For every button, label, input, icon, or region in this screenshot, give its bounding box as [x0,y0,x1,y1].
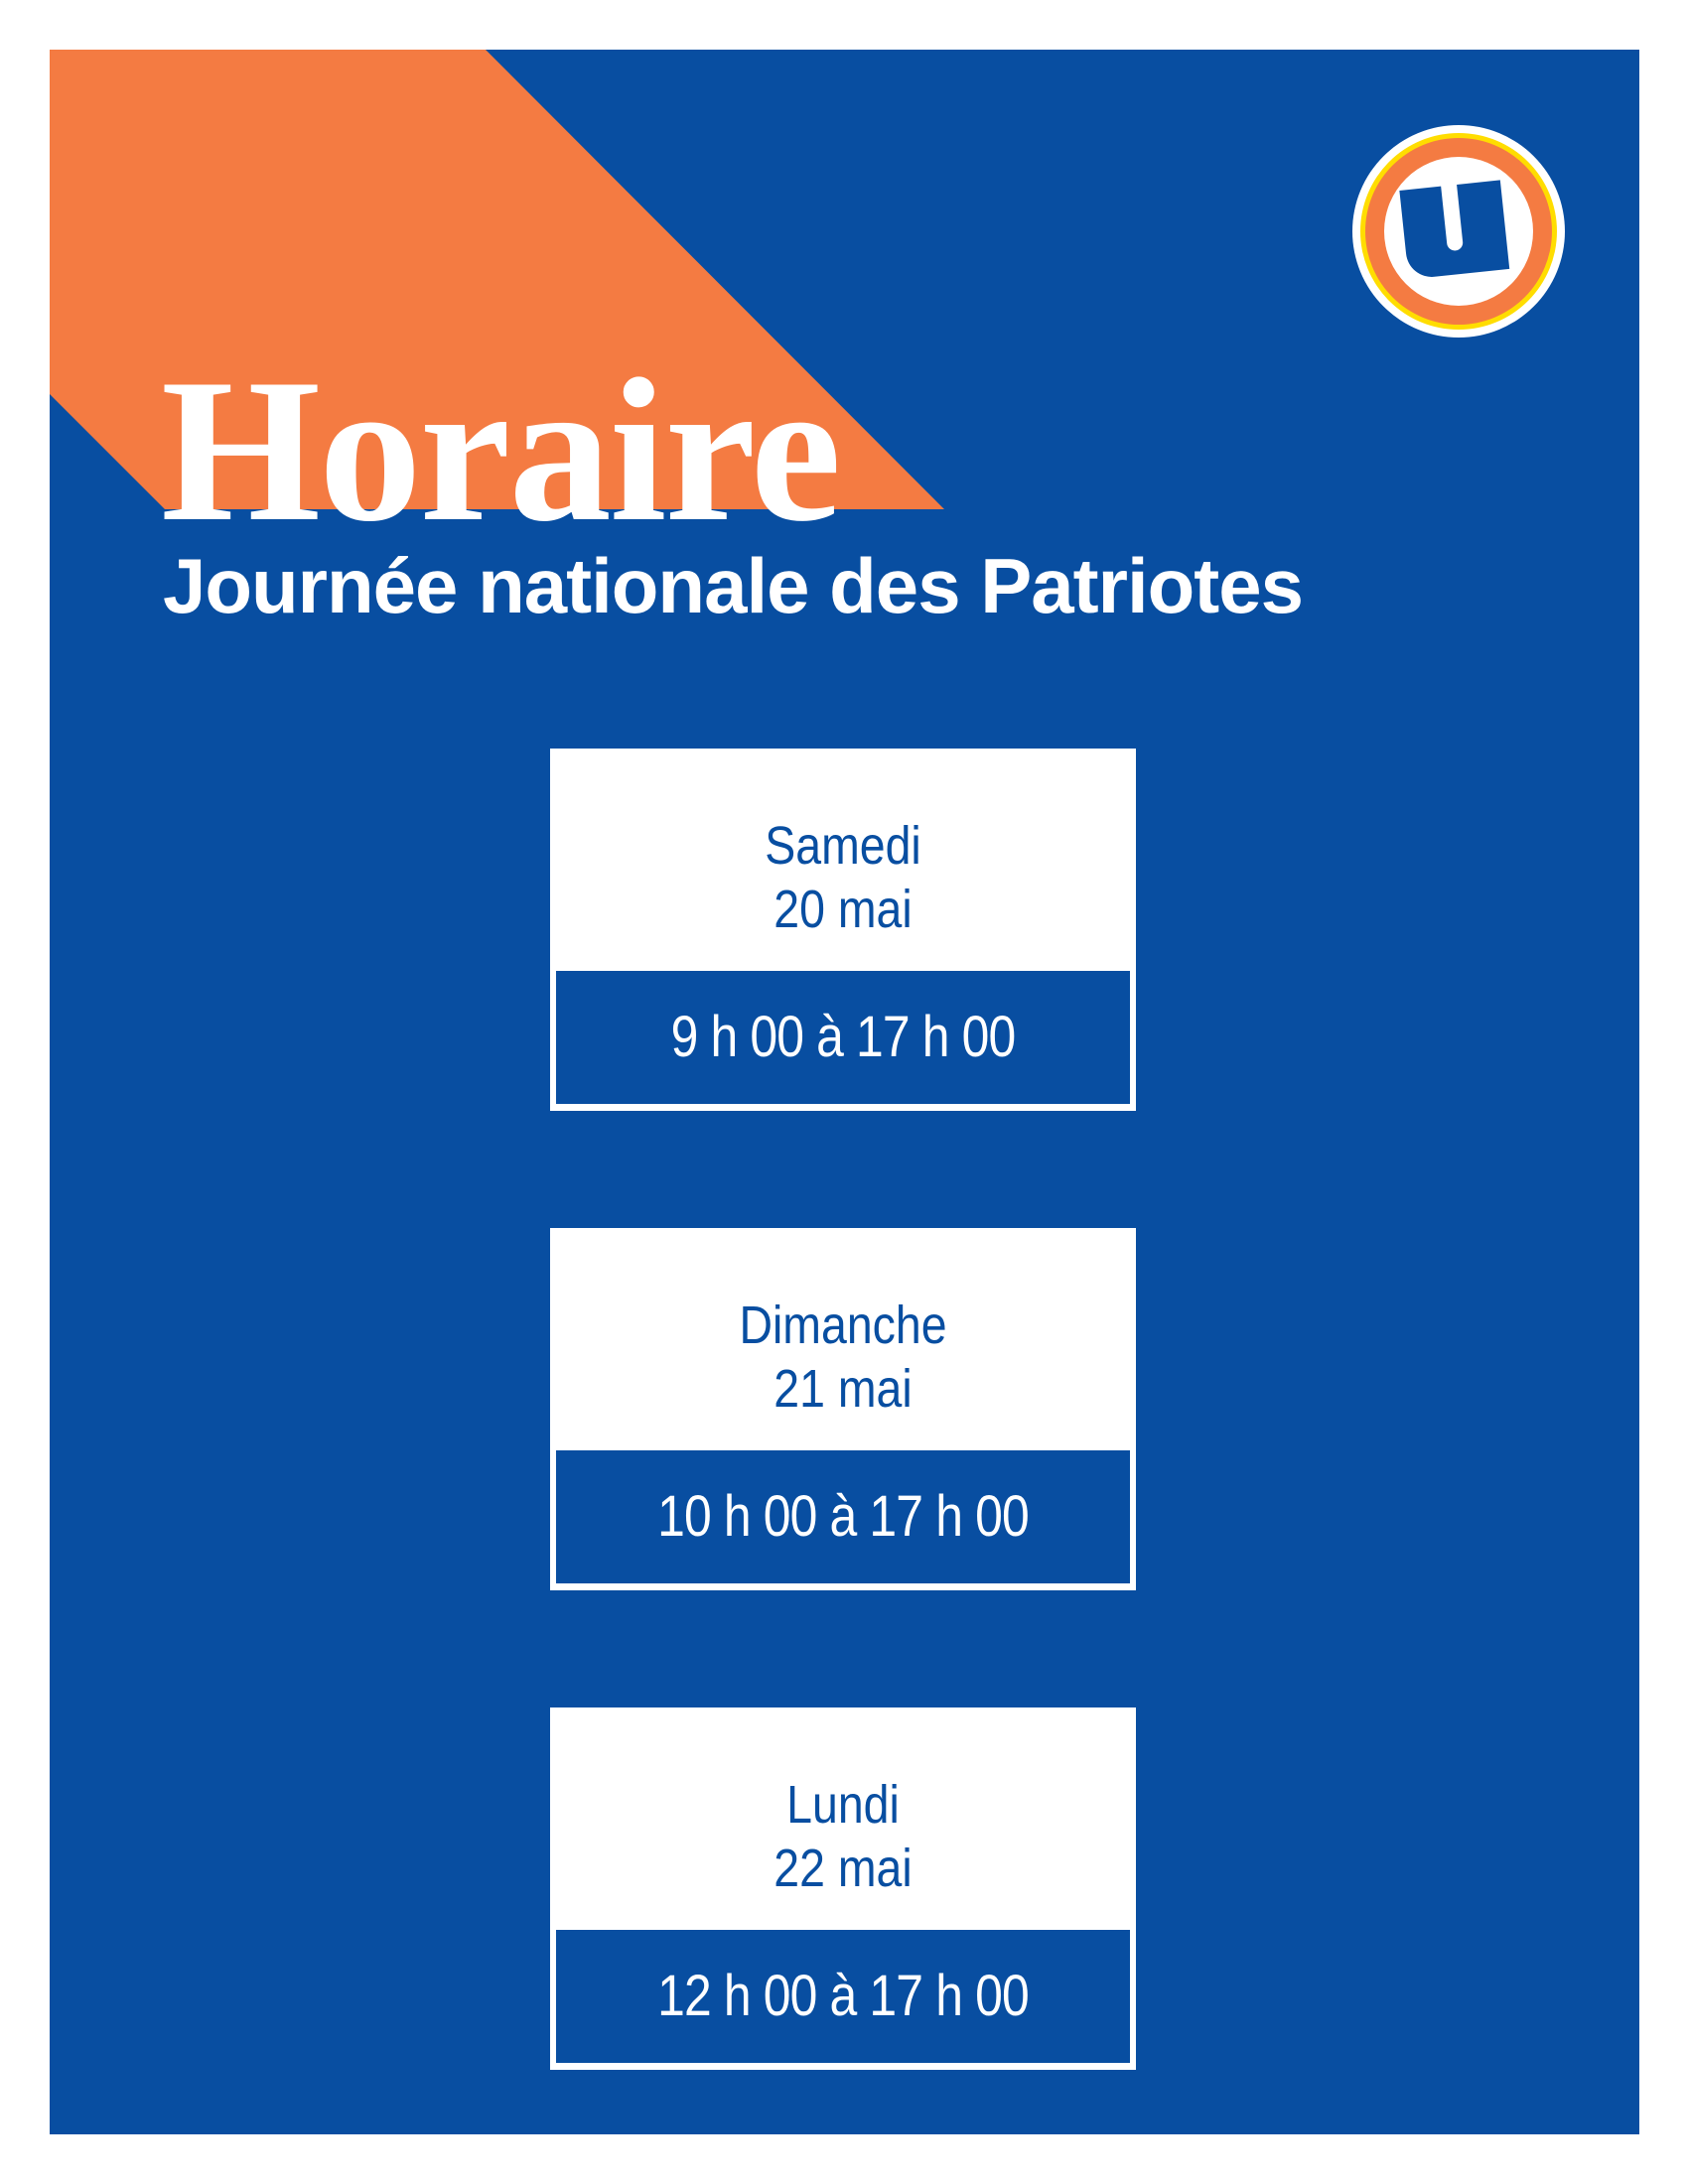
schedule-card-monday: Lundi 22 mai 12 h 00 à 17 h 00 [550,1707,1136,2070]
day-label: Dimanche [739,1296,947,1355]
u-logo-icon [1352,125,1565,338]
day-label: Lundi [786,1775,900,1835]
hours-bar: 12 h 00 à 17 h 00 [556,1930,1130,2063]
page-title: Horaire [161,337,841,564]
schedule-card-sunday: Dimanche 21 mai 10 h 00 à 17 h 00 [550,1228,1136,1590]
date-label: 22 mai [774,1839,913,1898]
hours-text: 9 h 00 à 17 h 00 [670,1005,1017,1069]
page-subtitle: Journée nationale des Patriotes [163,542,1304,629]
date-label: 21 mai [774,1359,913,1419]
hours-bar: 10 h 00 à 17 h 00 [556,1450,1130,1583]
orange-diagonal-stripe [50,50,944,509]
hours-text: 12 h 00 à 17 h 00 [657,1964,1030,2028]
hours-bar: 9 h 00 à 17 h 00 [556,971,1130,1104]
poster-panel: Horaire Journée nationale des Patriotes … [50,50,1639,2134]
schedule-card-saturday: Samedi 20 mai 9 h 00 à 17 h 00 [550,749,1136,1111]
hours-text: 10 h 00 à 17 h 00 [657,1484,1030,1549]
date-label: 20 mai [774,880,913,939]
day-label: Samedi [765,816,921,876]
